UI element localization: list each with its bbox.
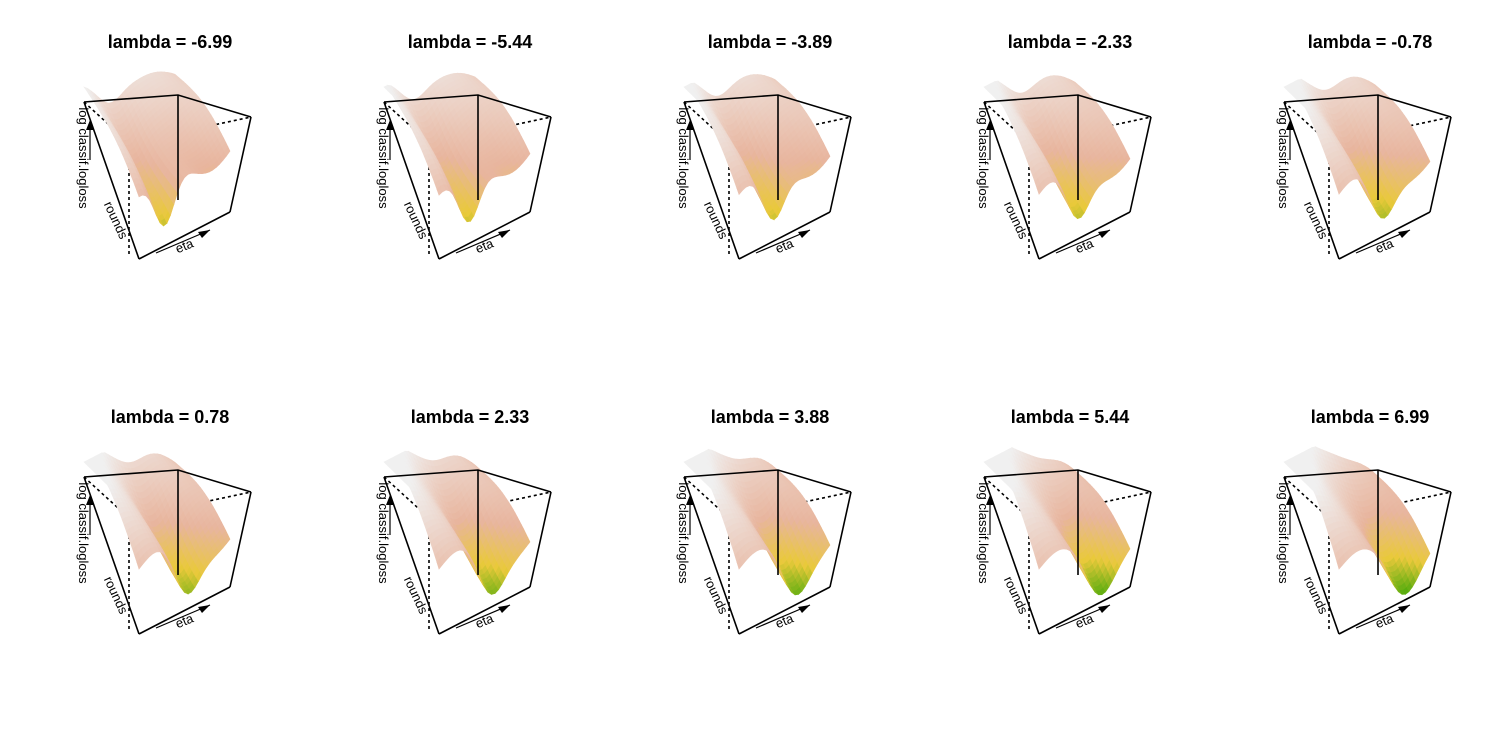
z-axis-label: log classif.logloss [1276,107,1291,209]
y-axis-label: rounds [1301,199,1332,242]
panel-5: lambda = -0.78 eta rounds log classif.loglo… [1276,32,1451,259]
box-right-edge [230,117,251,212]
z-axis-label: log classif.logloss [376,482,391,584]
panel-title: lambda = 2.33 [411,407,530,427]
eta-arrowhead [1098,230,1110,238]
surface [384,73,530,222]
eta-arrowhead [1398,230,1410,238]
panel-title: lambda = 0.78 [111,407,230,427]
x-axis-label: eta [173,235,196,256]
z-axis-label: log classif.logloss [376,107,391,209]
y-axis-label: rounds [101,199,132,242]
panel-7: lambda = 2.33 eta rounds log classif.loglos… [376,407,551,634]
y-axis-label: rounds [401,199,432,242]
surface [384,451,530,594]
z-axis-label: log classif.logloss [676,107,691,209]
panel-3: lambda = -3.89 eta rounds log classif.loglo… [676,32,851,259]
eta-arrowhead [198,605,210,613]
panel-6: lambda = 0.78 eta rounds log classif.loglos… [76,407,251,634]
x-axis-label: eta [1073,235,1096,256]
panel-title: lambda = -2.33 [1008,32,1133,52]
box-right-edge [1430,117,1451,212]
z-axis-label: log classif.logloss [976,107,991,209]
x-axis-label: eta [1373,235,1396,256]
surface [1284,77,1430,218]
x-axis-label: eta [773,235,796,256]
panel-2: lambda = -5.44 eta rounds log classif.loglo… [376,32,551,259]
box-right-edge [230,492,251,587]
z-axis-label: log classif.logloss [76,482,91,584]
y-axis-label: rounds [101,574,132,617]
panel-title: lambda = 3.88 [711,407,830,427]
x-axis-label: eta [473,610,496,631]
y-axis-label: rounds [701,199,732,242]
y-axis-label: rounds [401,574,432,617]
panel-4: lambda = -2.33 eta rounds log classif.loglo… [976,32,1151,259]
panel-title: lambda = -6.99 [108,32,233,52]
panel-title: lambda = -0.78 [1308,32,1433,52]
box-right-edge [1130,117,1151,212]
eta-arrowhead [498,230,510,238]
panel-1: lambda = -6.99 eta rounds log classif.loglo… [76,32,251,259]
x-axis-label: eta [473,235,496,256]
panel-title: lambda = -5.44 [408,32,533,52]
box-right-edge [530,492,551,587]
eta-arrowhead [498,605,510,613]
x-axis-label: eta [173,610,196,631]
surface [84,453,230,594]
panel-title: lambda = -3.89 [708,32,833,52]
box-right-edge [530,117,551,212]
eta-arrowhead [198,230,210,238]
box-right-edge [830,117,851,212]
z-axis-label: log classif.logloss [76,107,91,209]
eta-arrowhead [798,230,810,238]
y-axis-label: rounds [1001,199,1032,242]
